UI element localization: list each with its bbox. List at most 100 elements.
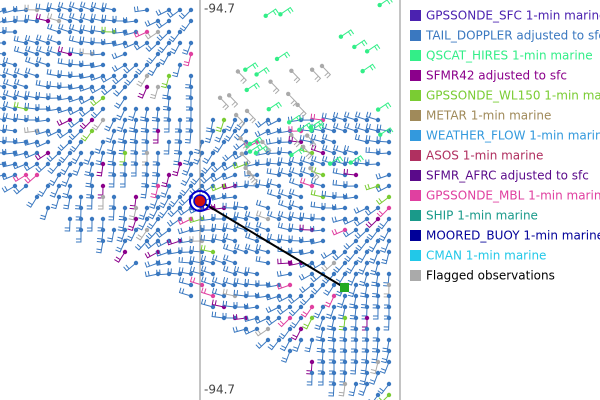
wind-barb: [270, 81, 280, 95]
wind-barb: [379, 0, 393, 6]
wind-barb: [35, 91, 49, 99]
station-dot: [320, 348, 326, 354]
wind-barb: [201, 163, 214, 174]
wind-barb: [112, 27, 126, 34]
station-dot: [166, 51, 172, 57]
wind-barb: [1, 17, 16, 24]
wind-barb: [249, 144, 264, 152]
wind-barb: [276, 270, 291, 277]
station-dot: [320, 282, 326, 288]
station-dot: [244, 87, 249, 93]
wind-barb: [182, 42, 192, 55]
wind-barb: [70, 152, 82, 165]
station-dot: [56, 51, 62, 57]
station-dot: [23, 40, 29, 46]
station-dot: [386, 381, 392, 387]
wind-barb: [353, 218, 368, 227]
station-dot: [320, 238, 326, 244]
wind-barb: [68, 130, 82, 141]
station-dot: [309, 67, 315, 72]
station-dot: [287, 271, 293, 277]
station-dot: [188, 293, 194, 299]
wind-barb: [350, 155, 364, 163]
station-dot: [320, 337, 326, 343]
wind-barb: [211, 163, 225, 173]
station-dot: [89, 194, 95, 200]
wind-barb: [89, 74, 104, 81]
wind-barb: [321, 262, 335, 272]
wind-barb: [156, 269, 170, 276]
wind-barb: [224, 130, 236, 142]
wind-barb: [280, 350, 291, 363]
station-dot: [221, 117, 227, 123]
station-dot: [375, 227, 381, 233]
station-dot: [331, 128, 337, 134]
wind-barb: [35, 13, 49, 22]
wind-barb: [101, 26, 115, 33]
wind-barb: [178, 196, 192, 207]
station-dot: [331, 326, 337, 332]
station-dot: [155, 62, 161, 68]
station-dot: [100, 139, 106, 145]
wind-barb: [255, 244, 269, 253]
wind-barb: [347, 284, 357, 298]
wind-barb: [265, 306, 280, 314]
station-dot: [331, 315, 337, 321]
wind-barb: [290, 134, 301, 148]
station-dot: [144, 117, 150, 123]
station-dot: [375, 238, 381, 244]
wind-barb: [221, 173, 236, 181]
station-dot: [56, 183, 62, 189]
wind-barb: [2, 56, 16, 66]
wind-barb: [364, 207, 379, 216]
station-dot: [100, 117, 106, 123]
station-dot: [289, 152, 294, 158]
wind-barb: [79, 1, 93, 11]
wind-barb: [169, 42, 181, 55]
station-dot: [309, 315, 315, 321]
station-dot: [89, 95, 95, 101]
wind-barb: [90, 1, 104, 11]
wind-barb: [310, 133, 324, 143]
station-dot: [78, 216, 84, 222]
wind-barb: [243, 328, 258, 335]
station-dot: [265, 216, 271, 222]
station-dot: [254, 271, 260, 277]
wind-barb: [211, 276, 225, 286]
station-dot: [287, 194, 293, 200]
station-dot: [243, 249, 249, 255]
wind-barb: [136, 75, 148, 88]
wind-barb: [255, 210, 269, 220]
station-dot: [133, 150, 139, 156]
legend-swatch: [410, 70, 421, 81]
wind-barb: [1, 7, 16, 14]
station-dot: [23, 172, 29, 178]
wind-barb: [210, 204, 225, 210]
wind-barb: [34, 152, 49, 161]
wind-barb: [233, 302, 247, 308]
wind-barb: [288, 114, 303, 123]
wind-barb: [288, 295, 302, 305]
track-end: [340, 283, 349, 292]
station-dot: [188, 161, 194, 167]
wind-barb: [111, 40, 126, 47]
wind-barb: [101, 86, 115, 96]
station-dot: [221, 260, 227, 266]
station-dot: [155, 172, 161, 178]
station-dot: [111, 84, 117, 90]
station-dot: [364, 304, 370, 310]
station-dot: [45, 205, 51, 211]
wind-barb: [262, 141, 272, 155]
wind-barb: [240, 138, 250, 151]
wind-barb: [343, 181, 357, 187]
station-dot: [364, 49, 370, 54]
wind-barb: [83, 152, 93, 165]
station-dot: [155, 106, 161, 112]
station-dot: [45, 183, 51, 189]
wind-barb: [104, 119, 115, 132]
wind-barb: [144, 270, 159, 278]
wind-barb: [377, 102, 392, 110]
station-dot: [12, 106, 18, 112]
wind-barb: [75, 229, 82, 243]
